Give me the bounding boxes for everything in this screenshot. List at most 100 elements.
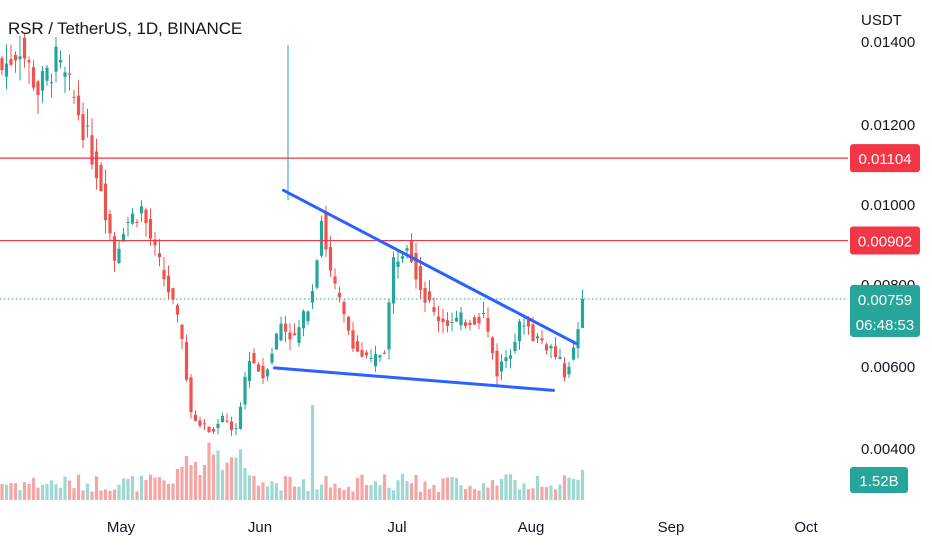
volume-bar <box>432 485 436 500</box>
candle-body <box>427 291 432 301</box>
volume-bar <box>562 475 567 500</box>
volume-bar <box>531 488 535 500</box>
y-tick-label: 0.01200 <box>861 117 915 134</box>
volume-bar <box>216 450 220 500</box>
candle-body <box>454 317 459 322</box>
volume-bar <box>40 484 45 500</box>
candle-body <box>490 337 495 354</box>
candle-body <box>184 341 189 380</box>
candle-body <box>495 350 499 377</box>
volume-bar <box>9 483 13 500</box>
candle-body <box>319 220 324 256</box>
volume-bar <box>315 489 319 500</box>
candle-body <box>135 221 139 223</box>
volume-bar <box>126 479 130 500</box>
volume-bar <box>76 474 81 500</box>
volume-bar <box>405 481 409 500</box>
candle-body <box>261 365 265 379</box>
candle-body <box>85 125 90 127</box>
volume-bar <box>175 468 180 500</box>
candle-body <box>180 324 184 339</box>
candle-body <box>445 320 450 327</box>
candle-body <box>342 302 346 315</box>
candle-body <box>144 209 148 224</box>
level-price-tag <box>850 144 920 173</box>
volume-bar <box>135 491 139 500</box>
candle-body <box>243 376 247 405</box>
volume-bar <box>445 477 450 500</box>
x-tick-label: Oct <box>794 519 818 536</box>
volume-bar <box>189 465 193 500</box>
candle-body <box>571 347 576 360</box>
volume-bar <box>270 481 274 500</box>
candle-body <box>216 423 220 428</box>
volume-bar <box>468 485 472 500</box>
volume-bar <box>409 483 414 500</box>
candle-body <box>283 323 288 332</box>
candle-body <box>238 406 243 429</box>
candle-body <box>103 183 108 221</box>
volume-bar <box>549 485 553 500</box>
volume-bar <box>85 483 90 500</box>
volume-bar <box>0 484 4 500</box>
volume-bar <box>535 475 540 500</box>
candle-body <box>297 327 301 343</box>
volume-bar <box>108 490 112 500</box>
volume-bar <box>265 486 270 500</box>
volume-bar <box>49 480 54 500</box>
volume-bar <box>396 480 400 500</box>
volume-bar <box>220 469 225 500</box>
candle-body <box>346 316 351 331</box>
volume-bar <box>400 474 405 500</box>
volume-bar <box>360 474 364 500</box>
volume-bar <box>373 481 378 500</box>
volume-bar <box>355 477 360 500</box>
candle-body <box>373 354 378 367</box>
trendline-lower[interactable] <box>273 366 555 392</box>
volume-bar <box>103 489 108 500</box>
volume-bar <box>225 462 229 500</box>
candle-body <box>531 324 535 342</box>
volume-bar <box>351 491 355 500</box>
candle-body <box>459 312 463 326</box>
candle-body <box>0 58 4 71</box>
volume-bar <box>193 461 198 500</box>
chart-title: RSR / TetherUS, 1D, BINANCE <box>8 19 243 38</box>
y-tick-label: 0.01400 <box>861 34 915 51</box>
candle-body <box>535 336 540 339</box>
x-tick-label: Jul <box>387 519 406 536</box>
candle-body <box>567 366 571 375</box>
volume-bar <box>427 488 432 500</box>
volume-bar <box>472 489 477 500</box>
candle-body <box>45 67 49 81</box>
candle-body <box>247 361 252 382</box>
volume-bar <box>234 457 238 500</box>
volume-bar <box>499 479 504 500</box>
candle-body <box>351 330 355 349</box>
candle-body <box>256 364 261 372</box>
candle-body <box>81 114 85 140</box>
candle-body <box>193 414 198 421</box>
volume-bar <box>279 490 283 500</box>
candle-body <box>72 96 76 98</box>
candle-body <box>189 377 193 413</box>
volume-bar <box>67 480 72 500</box>
trendline-upper[interactable] <box>282 188 578 345</box>
candle-body <box>499 361 504 372</box>
volume-bar <box>301 479 306 500</box>
volume-bar <box>328 487 333 500</box>
candle-body <box>418 266 423 291</box>
candle-body <box>301 311 306 329</box>
candle-body <box>13 54 18 61</box>
candle-body <box>432 307 436 312</box>
candle-body <box>153 239 157 246</box>
axis-unit-label: USDT <box>861 12 902 29</box>
volume-bar <box>207 442 211 500</box>
candle-body <box>90 135 94 165</box>
volume-bar <box>130 476 135 500</box>
volume-bar <box>306 490 310 500</box>
time-axis: May Jun Jul Aug Sep Oct <box>107 519 819 536</box>
volume-bar <box>324 475 328 500</box>
volume-bar <box>171 483 175 500</box>
